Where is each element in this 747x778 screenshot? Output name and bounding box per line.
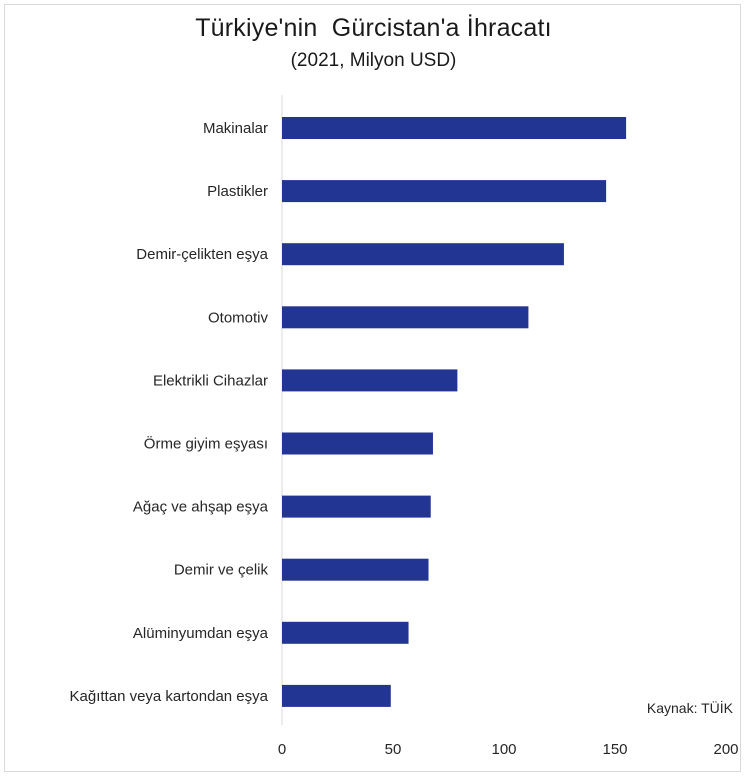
- category-label-10: Kağıttan veya kartondan eşya: [70, 688, 269, 705]
- chart-subtitle: (2021, Milyon USD): [290, 50, 457, 71]
- bar-3: [282, 243, 564, 266]
- category-label-5: Elektrikli Cihazlar: [153, 372, 268, 389]
- bar-6: [282, 432, 433, 455]
- x-tick-label-50: 50: [385, 741, 402, 758]
- category-label-6: Örme giyim eşyası: [144, 435, 268, 453]
- bar-1: [282, 117, 627, 139]
- category-label-8: Demir ve çelik: [174, 562, 269, 579]
- bar-9: [282, 621, 409, 644]
- source-note: Kaynak: TÜİK: [647, 699, 734, 716]
- x-tick-label-100: 100: [491, 741, 516, 758]
- bar-2: [282, 180, 607, 203]
- bar-4: [282, 306, 529, 329]
- category-label-7: Ağaç ve ahşap eşya: [133, 499, 269, 516]
- x-tick-label-200: 200: [713, 741, 738, 758]
- x-tick-label-150: 150: [602, 741, 627, 758]
- chart-title: Türkiye'nin Gürcistan'a İhracatı: [195, 14, 552, 42]
- bar-8: [282, 558, 429, 581]
- x-tick-label-0: 0: [278, 741, 286, 758]
- bar-7: [282, 495, 431, 518]
- category-label-9: Alüminyumdan eşya: [133, 625, 269, 642]
- bar-10: [282, 684, 391, 707]
- bar-5: [282, 369, 458, 392]
- category-label-4: Otomotiv: [208, 309, 269, 326]
- category-label-3: Demir-çelikten eşya: [136, 246, 268, 263]
- category-label-1: Makinalar: [203, 120, 268, 137]
- category-label-2: Plastikler: [207, 183, 268, 200]
